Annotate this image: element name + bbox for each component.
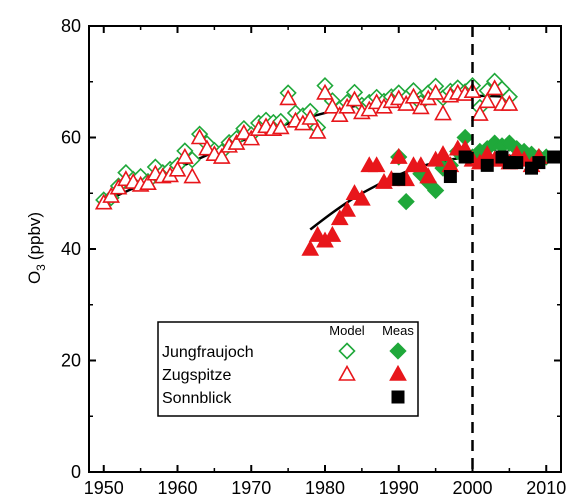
legend-zugspitze-meas-marker: [389, 364, 407, 381]
x-tick-label: 2010: [526, 478, 566, 498]
zugspitze-model-point: [316, 83, 334, 100]
x-tick-label: 1970: [231, 478, 271, 498]
data-points: [94, 72, 561, 256]
legend-label-zugspitze: Zugspitze: [162, 367, 231, 384]
legend-header-model: Model: [329, 323, 365, 338]
zugspitze-model-point: [330, 106, 349, 122]
zugspitze-model-point: [323, 97, 342, 114]
axis-ticks: 1950 1960 1970 1980 1990 2000 2010 0 20 40 60 80: [61, 16, 566, 498]
zugspitze-model-point: [242, 129, 261, 146]
zugspitze-model-point: [389, 89, 408, 106]
legend-zugspitze-model-marker: [338, 364, 356, 381]
zugspitze-model-point: [183, 167, 202, 184]
sonnblick-meas-point: [547, 150, 561, 164]
zugspitze-meas-point: [389, 147, 408, 164]
zugspitze-model-point: [478, 92, 497, 109]
zugspitze-model-point: [235, 123, 253, 140]
y-axis-title-symbol: O: [25, 271, 44, 284]
zugspitze-model-point: [190, 128, 209, 145]
zugspitze-model-point: [168, 160, 187, 177]
sonnblick-meas-point: [458, 150, 472, 164]
jungfraujoch-meas-point: [397, 192, 415, 211]
y-tick-label: 0: [71, 462, 81, 482]
legend-jungfraujoch-model-marker: [338, 342, 356, 360]
legend-jungfraujoch-meas-marker: [389, 342, 407, 360]
zugspitze-model-point: [471, 104, 489, 121]
y-tick-label: 80: [61, 16, 81, 36]
x-tick-label: 1990: [379, 478, 419, 498]
zugspitze-model-point: [227, 133, 246, 150]
y-axis-title-subscript: 3: [34, 264, 48, 271]
y-axis-title: O3 (ppbv): [25, 212, 48, 284]
zugspitze-model-point: [198, 139, 216, 156]
sonnblick-meas-point: [510, 156, 524, 170]
legend-label-jungfraujoch: Jungfraujoch: [162, 344, 254, 361]
legend-sonnblick-meas-marker: [391, 390, 405, 404]
x-tick-label: 2000: [452, 478, 492, 498]
zugspitze-meas-point: [308, 225, 327, 242]
sonnblick-meas-point: [480, 158, 494, 172]
x-tick-label: 1960: [157, 478, 197, 498]
zugspitze-model-point: [412, 98, 430, 115]
legend-label-sonnblick: Sonnblick: [162, 390, 232, 407]
zugspitze-meas-point: [323, 225, 342, 242]
legend-box: [157, 321, 419, 417]
zugspitze-model-point: [102, 186, 120, 203]
zugspitze-model-point: [426, 83, 445, 100]
sonnblick-meas-point: [532, 156, 546, 170]
x-tick-label: 1950: [84, 478, 124, 498]
zugspitze-model-point: [434, 104, 452, 121]
y-axis-title-unit: (ppbv): [25, 212, 44, 260]
zugspitze-model-point: [308, 122, 327, 139]
legend-header-meas: Meas: [382, 323, 414, 338]
zugspitze-model-point: [176, 147, 194, 164]
zugspitze-model-point: [500, 94, 519, 111]
zugspitze-model-point: [212, 147, 231, 164]
zugspitze-model-point: [345, 90, 364, 107]
x-tick-label: 1980: [305, 478, 345, 498]
zugspitze-model-point: [301, 108, 320, 125]
zugspitze-model-point: [109, 178, 128, 195]
legend: Model Meas Jungfraujoch Zugspitze Sonnbl…: [157, 321, 419, 417]
zugspitze-model-point: [271, 118, 290, 135]
zugspitze-meas-point: [434, 145, 452, 162]
y-tick-label: 20: [61, 351, 81, 371]
zugspitze-model-point: [139, 174, 157, 191]
zugspitze-meas-point: [367, 156, 386, 173]
zugspitze-meas-point: [330, 209, 349, 226]
zugspitze-model-point: [279, 89, 297, 106]
zugspitze-meas-point: [412, 156, 430, 173]
legend-markers: [338, 342, 407, 404]
jungfraujoch-meas-point: [426, 181, 445, 200]
zugspitze-meas-point: [338, 200, 356, 217]
sonnblick-meas-point: [392, 172, 406, 186]
zugspitze-meas-point: [345, 184, 364, 201]
zugspitze-meas-point: [419, 167, 438, 184]
sonnblick-meas-point: [443, 170, 457, 184]
y-tick-label: 40: [61, 239, 81, 259]
zugspitze-model-point: [404, 87, 423, 104]
zugspitze-meas-point: [301, 239, 320, 256]
zugspitze-meas-point: [353, 189, 371, 206]
y-tick-label: 60: [61, 128, 81, 148]
zugspitze-model-point: [485, 79, 504, 96]
